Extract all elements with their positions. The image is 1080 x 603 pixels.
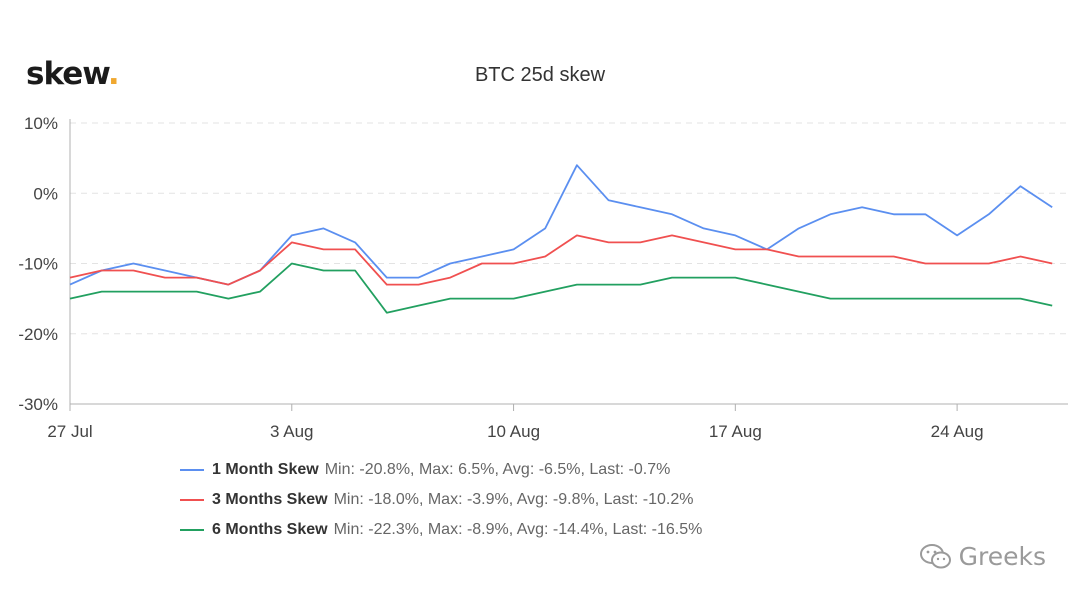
- wechat-icon: [919, 543, 951, 568]
- series-line-6-months: [69, 262, 1053, 314]
- legend-label-1-month: 1 Month Skew: [212, 461, 319, 478]
- legend: 1 Month Skew Min: -20.8%, Max: 6.5%, Avg…: [180, 455, 702, 545]
- axes: 10% 0% -10% -20% -30% 27 Jul 3 Aug 10 Aug 17 Aug…: [18, 114, 1068, 441]
- series-line-3-months: [69, 234, 1053, 286]
- y-tick-label: -30%: [18, 395, 58, 414]
- y-tick-label: -20%: [18, 325, 58, 344]
- legend-item-1-month[interactable]: 1 Month Skew Min: -20.8%, Max: 6.5%, Avg…: [180, 455, 702, 485]
- series-line-1-month: [69, 164, 1053, 286]
- series-lines: [69, 164, 1053, 314]
- legend-item-3-months[interactable]: 3 Months Skew Min: -18.0%, Max: -3.9%, A…: [180, 485, 702, 515]
- legend-swatch-3-months: [180, 499, 204, 501]
- legend-stats-6-months: Min: -22.3%, Max: -8.9%, Avg: -14.4%, La…: [333, 521, 703, 538]
- legend-stats-3-months: Min: -18.0%, Max: -3.9%, Avg: -9.8%, Las…: [333, 491, 694, 508]
- x-tick-label: 27 Jul: [47, 422, 92, 441]
- legend-label-3-months: 3 Months Skew: [212, 491, 328, 508]
- watermark-text: Greeks: [958, 542, 1046, 571]
- gridlines: [70, 122, 1068, 335]
- x-tick-label: 24 Aug: [931, 422, 984, 441]
- legend-stats-1-month: Min: -20.8%, Max: 6.5%, Avg: -6.5%, Last…: [324, 461, 671, 478]
- legend-item-6-months[interactable]: 6 Months Skew Min: -22.3%, Max: -8.9%, A…: [180, 515, 702, 545]
- legend-label-6-months: 6 Months Skew: [212, 521, 328, 538]
- y-tick-label: -10%: [18, 255, 58, 274]
- legend-swatch-1-month: [180, 469, 204, 471]
- x-tick-label: 3 Aug: [270, 422, 314, 441]
- legend-swatch-6-months: [180, 529, 204, 531]
- y-tick-label: 0%: [33, 184, 58, 203]
- skew-logo: skew.: [26, 56, 120, 92]
- x-tick-label: 17 Aug: [709, 422, 762, 441]
- x-tick-label: 10 Aug: [487, 422, 540, 441]
- y-tick-label: 10%: [24, 114, 58, 133]
- watermark: Greeks: [919, 542, 1046, 571]
- chart-title: BTC 25d skew: [474, 64, 606, 86]
